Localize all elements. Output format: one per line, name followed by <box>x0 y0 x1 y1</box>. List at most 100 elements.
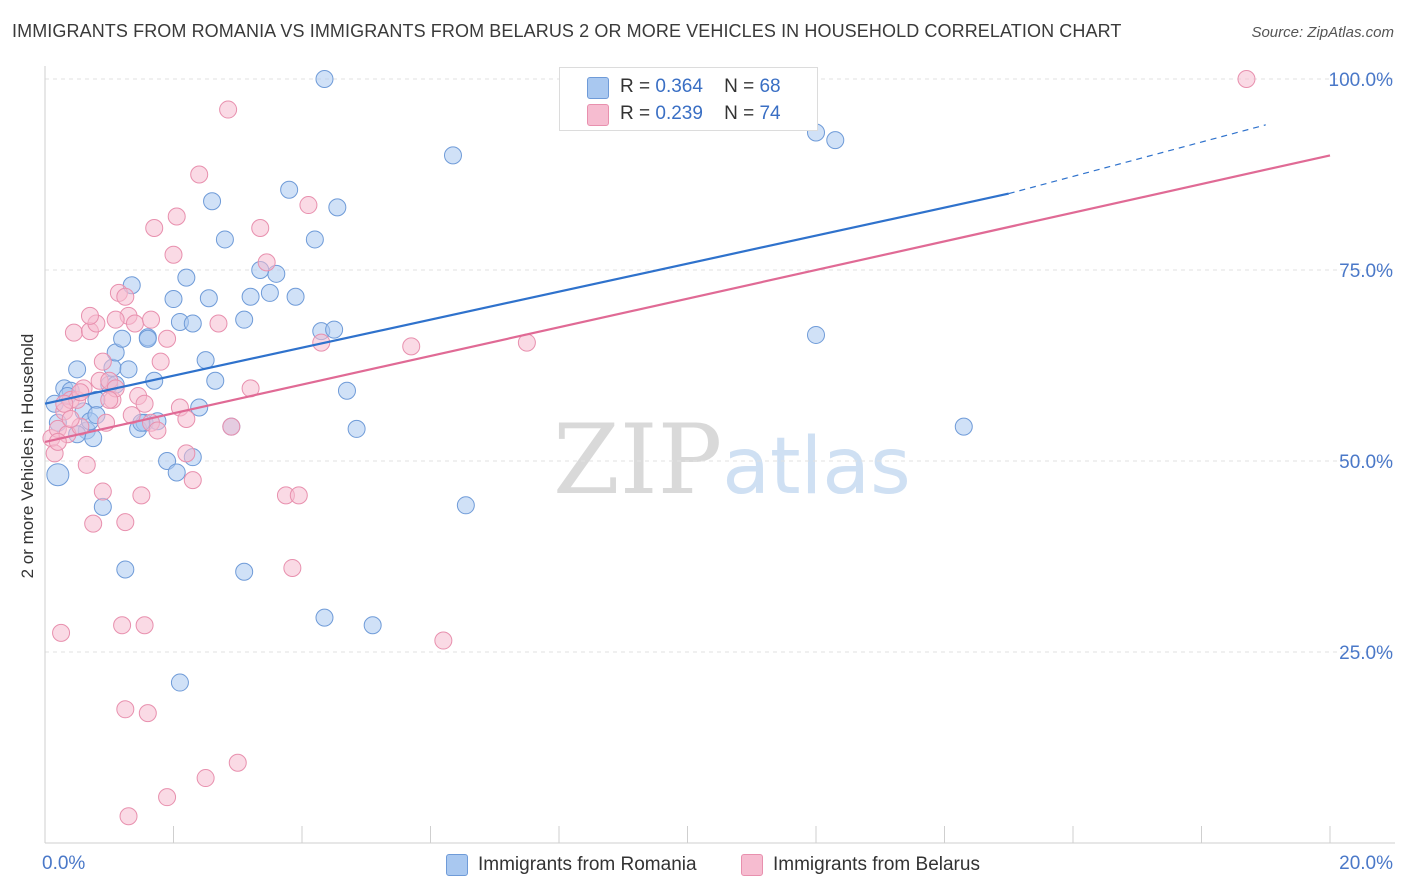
belarus-point <box>64 323 83 342</box>
belarus-point <box>84 514 103 533</box>
romania-point <box>46 463 70 487</box>
y-tick-label: 75.0% <box>1339 261 1393 282</box>
belarus-point <box>135 616 154 635</box>
romania-point <box>93 497 112 516</box>
belarus-point <box>219 100 238 119</box>
legend-r-value: 0.239 <box>655 103 703 124</box>
romania-point <box>325 320 344 339</box>
romania-point <box>286 287 305 306</box>
belarus-point <box>116 287 135 306</box>
romania-point <box>199 289 218 308</box>
belarus-point <box>77 455 96 474</box>
legend-n-label: N = <box>724 103 755 124</box>
belarus-point <box>106 310 125 329</box>
legend-n-label: N = <box>724 76 755 97</box>
belarus-point <box>116 513 135 532</box>
trend-line-romania-extension <box>1008 124 1266 195</box>
belarus-point <box>132 486 151 505</box>
y-tick-label: 50.0% <box>1339 452 1393 473</box>
legend-swatch-belarus <box>741 854 763 876</box>
romania-point <box>196 351 215 370</box>
belarus-point <box>164 245 183 264</box>
belarus-point <box>402 337 421 356</box>
romania-point <box>315 70 334 88</box>
romania-point <box>158 452 177 470</box>
x-tick-label: 20.0% <box>1339 853 1393 874</box>
romania-point <box>119 360 138 379</box>
legend-item-romania[interactable]: Immigrants from Romania <box>446 852 697 878</box>
trend-lines <box>44 124 1331 443</box>
belarus-point <box>257 253 276 272</box>
romania-point <box>954 417 973 436</box>
romania-point <box>167 463 186 482</box>
belarus-point <box>222 417 241 436</box>
series-belarus-points <box>42 70 1256 826</box>
watermark: ZIPatlas <box>553 404 911 516</box>
romania-point <box>826 131 845 150</box>
belarus-point <box>145 218 164 237</box>
series-romania-points <box>45 70 973 692</box>
belarus-point <box>177 409 196 428</box>
belarus-point <box>209 314 228 333</box>
romania-point <box>183 314 202 333</box>
belarus-point <box>167 207 186 226</box>
belarus-point <box>190 165 209 184</box>
belarus-point <box>177 444 196 463</box>
correlation-legend: R = 0.364 N = 68 R = 0.239 N = 74 <box>559 67 818 131</box>
belarus-point <box>434 631 453 650</box>
romania-point <box>138 329 157 348</box>
romania-point <box>235 562 254 581</box>
watermark-atlas: atlas <box>722 422 911 512</box>
belarus-point <box>289 486 308 505</box>
belarus-point <box>299 196 318 215</box>
legend-n-value: 74 <box>759 103 781 124</box>
belarus-point <box>138 704 157 723</box>
legend-label-romania: Immigrants from Romania <box>478 854 697 875</box>
legend-r-label: R = <box>620 76 651 97</box>
romania-point <box>443 146 462 165</box>
belarus-point <box>93 352 112 371</box>
belarus-point <box>61 409 80 428</box>
chart-title: IMMIGRANTS FROM ROMANIA VS IMMIGRANTS FR… <box>12 21 1122 41</box>
legend-row-belarus: R = 0.239 N = 74 <box>620 101 781 127</box>
belarus-point <box>125 314 144 333</box>
romania-point <box>337 381 356 400</box>
trend-line-belarus <box>44 154 1331 443</box>
belarus-point <box>196 769 215 788</box>
legend-swatch-romania <box>587 77 609 99</box>
tick-labels: 25.0% 50.0% 75.0% 100.0% 0.0% 20.0% <box>42 70 1393 874</box>
romania-point <box>203 192 222 211</box>
belarus-point <box>148 421 167 440</box>
belarus-point <box>80 306 99 325</box>
belarus-point <box>52 623 71 642</box>
romania-point <box>315 608 334 627</box>
romania-point <box>456 496 475 515</box>
source-label: Source: ZipAtlas.com <box>1251 24 1394 41</box>
romania-point <box>68 360 87 379</box>
legend-swatch-belarus <box>587 104 609 126</box>
legend-item-belarus[interactable]: Immigrants from Belarus <box>741 852 980 878</box>
belarus-point <box>228 753 247 772</box>
legend-swatch-romania <box>446 854 468 876</box>
romania-point <box>328 198 347 217</box>
belarus-point <box>158 329 177 348</box>
legend-label-belarus: Immigrants from Belarus <box>773 854 980 875</box>
romania-point <box>206 371 225 390</box>
belarus-point <box>100 390 119 409</box>
trend-line-romania <box>44 192 1009 405</box>
romania-point <box>113 329 132 348</box>
axes <box>44 66 1395 844</box>
belarus-point <box>151 352 170 371</box>
x-tick-label: 0.0% <box>42 853 85 874</box>
romania-point <box>347 419 366 438</box>
romania-point <box>260 283 279 302</box>
romania-point <box>116 560 135 579</box>
romania-point <box>280 180 299 199</box>
legend-n-value: 68 <box>759 76 781 97</box>
legend-row-romania: R = 0.364 N = 68 <box>620 74 781 100</box>
romania-point <box>164 290 183 309</box>
belarus-point <box>48 432 67 451</box>
belarus-point <box>116 700 135 719</box>
belarus-point <box>142 310 161 329</box>
belarus-point <box>119 807 138 826</box>
